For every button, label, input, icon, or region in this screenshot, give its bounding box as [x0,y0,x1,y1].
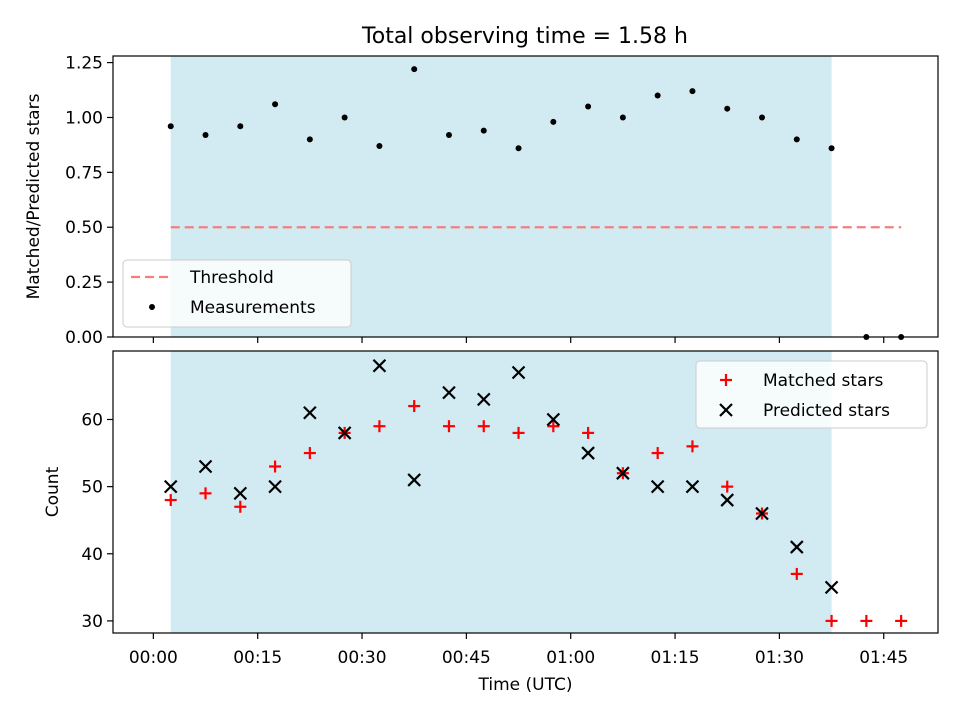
top-legend: Threshold Measurements [122,259,352,328]
predicted-star-point [163,479,178,494]
predicted-star-point [511,365,526,380]
predicted-star-point [616,466,630,480]
x-tick-label: 01:00 [546,648,595,668]
top-y-axis-label: Matched/Predicted stars [24,93,44,299]
matched-star-point [895,614,908,627]
predicted-star-point [442,385,456,400]
predicted-star-point [268,479,282,494]
legend-predicted-label: Predicted stars [763,401,890,421]
measurement-point [237,123,244,130]
bottom-legend-box [695,360,928,429]
matched-star-point [442,420,455,433]
top-y-tick-label: 1.25 [65,54,103,74]
matched-star-point [373,420,386,433]
measurement-point [445,132,452,139]
matched-star-point [164,494,177,507]
legend-predicted-swatch [719,403,733,417]
predicted-star-point [303,405,317,420]
predicted-star-point [337,426,352,440]
matched-star-point [199,487,212,500]
measurement-point [793,136,800,143]
matched-star-point [512,426,525,439]
matched-star-point [582,426,595,439]
predicted-star-point [581,446,595,460]
matched-star-point [547,420,560,433]
x-tick-label: 00:30 [338,648,387,668]
predicted-star-point [824,580,839,595]
measurement-point [202,132,209,139]
legend-matched-label: Matched stars [763,371,883,391]
measurement-point [411,66,418,73]
top-y-tick-label: 0.50 [65,218,103,238]
measurement-point [306,136,313,143]
figure-title: Total observing time = 1.58 h [361,24,688,49]
matched-star-point [234,500,247,513]
bottom-legend: Matched stars Predicted stars [695,360,928,429]
measurement-point [828,145,835,152]
measurement-point [550,118,557,125]
measurement-point [689,88,696,95]
predicted-star-point [476,392,491,407]
matched-star-point [721,480,734,493]
bottom-axes-frame [112,350,939,634]
measurement-point [724,105,731,112]
x-tick-label: 00:45 [442,648,491,668]
legend-threshold-label: Threshold [189,268,274,288]
top-y-tick-label: 1.00 [65,108,103,128]
matched-star-point [477,420,490,433]
measurement-point [585,103,592,110]
measurement-point [376,143,383,150]
x-tick-label: 01:15 [651,648,700,668]
predicted-star-point [790,540,804,554]
top-axes-frame [112,55,939,338]
bot-y-tick-label: 50 [81,478,103,498]
bot-y-tick-label: 30 [81,612,103,632]
predicted-star-point [650,479,665,494]
predicted-star-point [198,459,213,474]
x-tick-label: 00:00 [129,648,178,668]
predicted-star-point [720,493,735,507]
matched-star-point [269,460,282,473]
top-y-tick-label: 0.00 [65,328,103,348]
bottom-y-axis-label: Count [43,466,63,517]
predicted-star-point [685,479,700,494]
matched-star-point [790,567,803,580]
predicted-star-point [546,412,561,427]
matched-star-point [860,614,873,627]
predicted-star-point [372,358,387,373]
measurement-point [759,114,766,121]
matched-star-point [303,447,316,460]
x-tick-label: 00:15 [233,648,282,668]
measurement-point [654,92,661,99]
measurement-point [515,145,522,152]
bot-y-tick-label: 60 [81,410,103,430]
measurement-point [167,123,174,130]
top-panel-ratio: 0.00 0.25 0.50 0.75 1.00 1.25 Matched/Predict… [24,54,939,348]
x-axis-label: Time (UTC) [478,675,573,695]
top-y-tick-label: 0.75 [65,163,103,183]
matched-star-point [825,614,838,627]
top-legend-box [122,259,352,328]
legend-matched-swatch [720,374,732,386]
top-y-tick-label: 0.25 [65,273,103,293]
x-tick-label: 01:30 [755,648,804,668]
predicted-star-point [233,486,248,501]
predicted-star-point [407,473,421,487]
measurement-point [480,127,487,134]
predicted-star-point [755,506,769,521]
matched-star-point [686,440,699,453]
legend-measurements-swatch [149,304,155,310]
bot-y-tick-label: 40 [81,545,103,565]
measurement-point [341,114,348,121]
legend-measurements-label: Measurements [190,298,316,318]
measurement-point [619,114,626,121]
bottom-panel-count: 30 40 50 60 00:00 00:15 00:30 00:45 01:00 01:15 0… [43,350,939,695]
matched-star-point [408,400,421,413]
matched-star-point [651,447,664,460]
measurement-point [272,101,279,108]
x-tick-label: 01:45 [859,648,908,668]
